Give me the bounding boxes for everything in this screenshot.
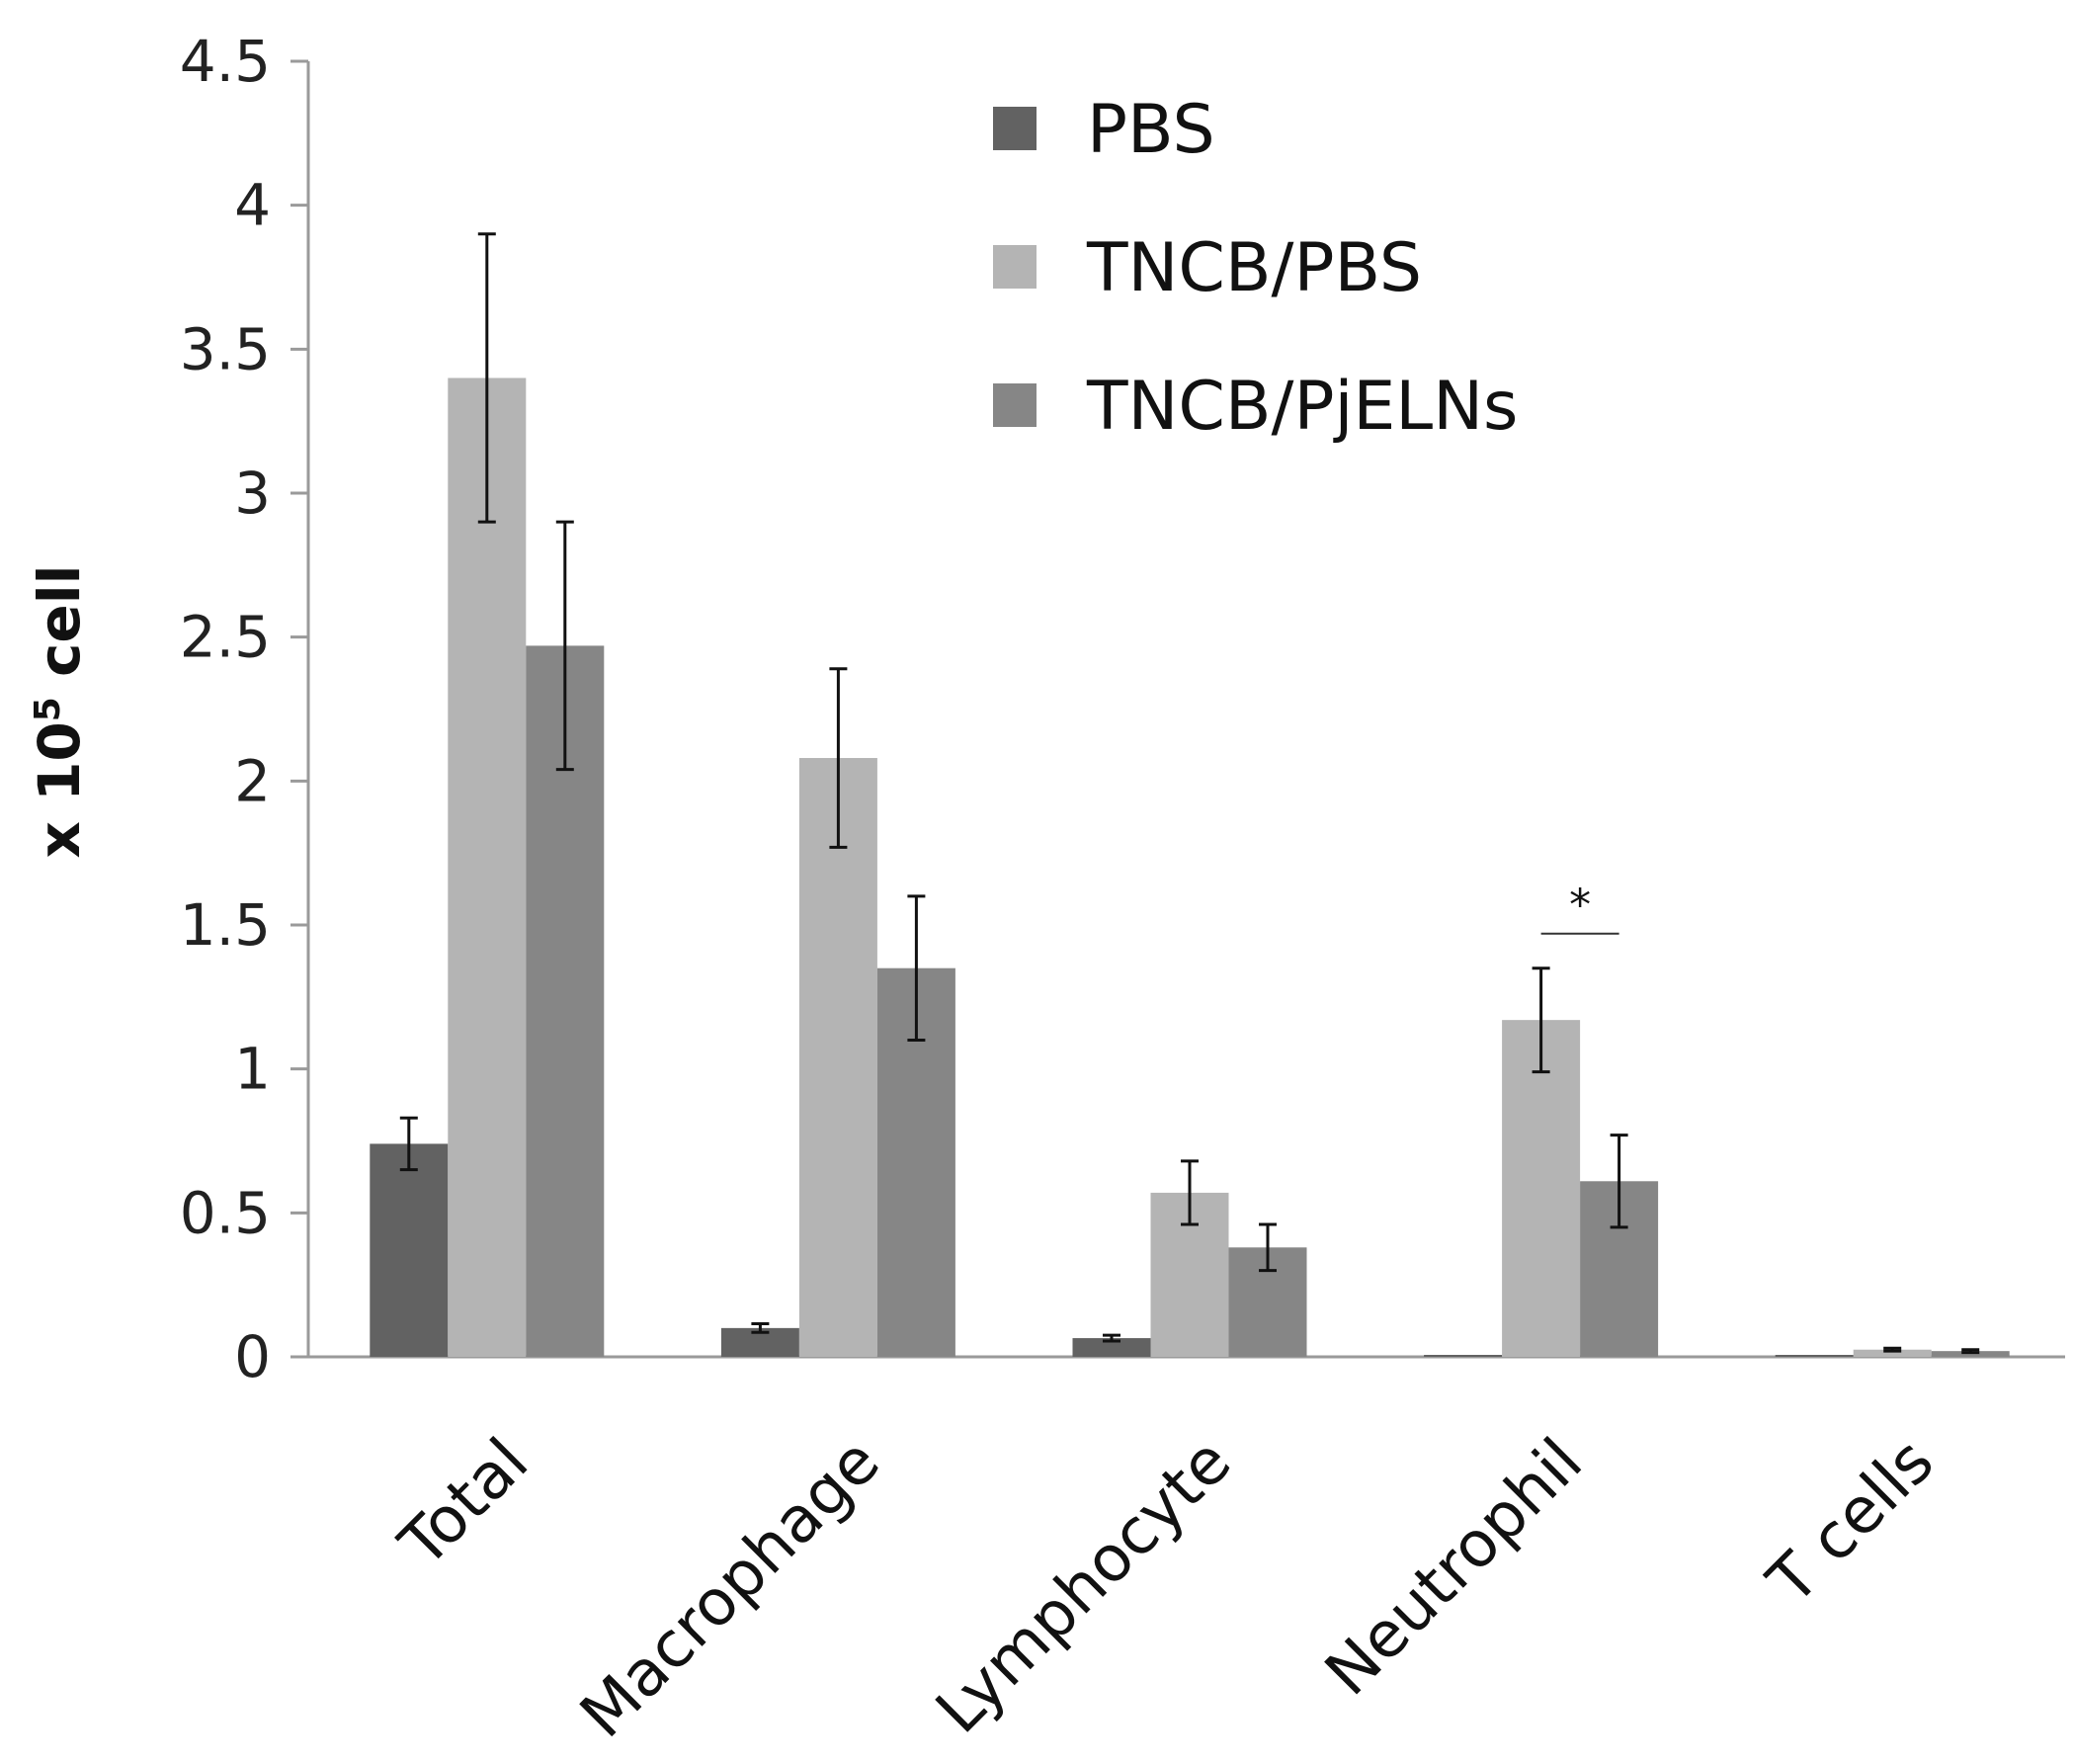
bar	[1502, 1020, 1581, 1357]
y-tick-label: 2.5	[180, 604, 271, 671]
y-axis-label-superscript: 5	[28, 697, 68, 721]
legend-label: TNCB/PBS	[1086, 229, 1422, 307]
annotations: *	[1540, 881, 1619, 935]
bar	[1424, 1355, 1503, 1357]
legend-swatch	[993, 245, 1037, 289]
x-tick-label: Neutrophil	[1312, 1425, 1597, 1710]
legend-label: PBS	[1087, 91, 1215, 169]
x-axis: Total Macrophage Lymphocyte Neutrophil T cel…	[308, 1355, 2065, 1752]
x-tick-label: Lymphocyte	[923, 1425, 1246, 1748]
bar	[1775, 1355, 1854, 1357]
y-tick-label: 2	[234, 747, 271, 814]
y-tick-label: 1.5	[180, 891, 271, 959]
error-bars	[399, 232, 1980, 1355]
legend: PBS TNCB/PBS TNCB/PjELNs	[993, 91, 1519, 446]
y-tick-label: 4	[234, 172, 271, 239]
legend-swatch	[993, 383, 1037, 427]
x-tick-label: T cells	[1754, 1425, 1949, 1620]
bars	[370, 378, 2010, 1357]
y-tick-label: 1	[234, 1036, 271, 1103]
y-axis: 0 0.5 1 1.5 2 2.5 3 3.5 4 4.5	[180, 28, 310, 1390]
x-tick-label: Total	[385, 1425, 542, 1582]
legend-swatch	[993, 107, 1037, 150]
y-tick-label: 3.5	[180, 315, 271, 382]
bar	[798, 758, 877, 1357]
y-tick-label: 3	[234, 460, 271, 527]
y-tick-label: 4.5	[180, 28, 271, 95]
y-axis-label-suffix: cell	[26, 564, 93, 697]
x-tick-label: Macrophage	[567, 1425, 894, 1752]
significance-marker: *	[1569, 881, 1591, 931]
bar	[370, 1143, 449, 1357]
y-axis-label-text: x 10	[26, 721, 93, 858]
legend-label: TNCB/PjELNs	[1086, 368, 1519, 446]
y-tick-label: 0.5	[180, 1179, 271, 1246]
bar	[1853, 1349, 1932, 1357]
y-axis-label: x 105 cell	[26, 564, 93, 858]
bar	[448, 378, 527, 1357]
y-tick-label: 0	[234, 1323, 271, 1390]
bar	[1072, 1338, 1151, 1357]
